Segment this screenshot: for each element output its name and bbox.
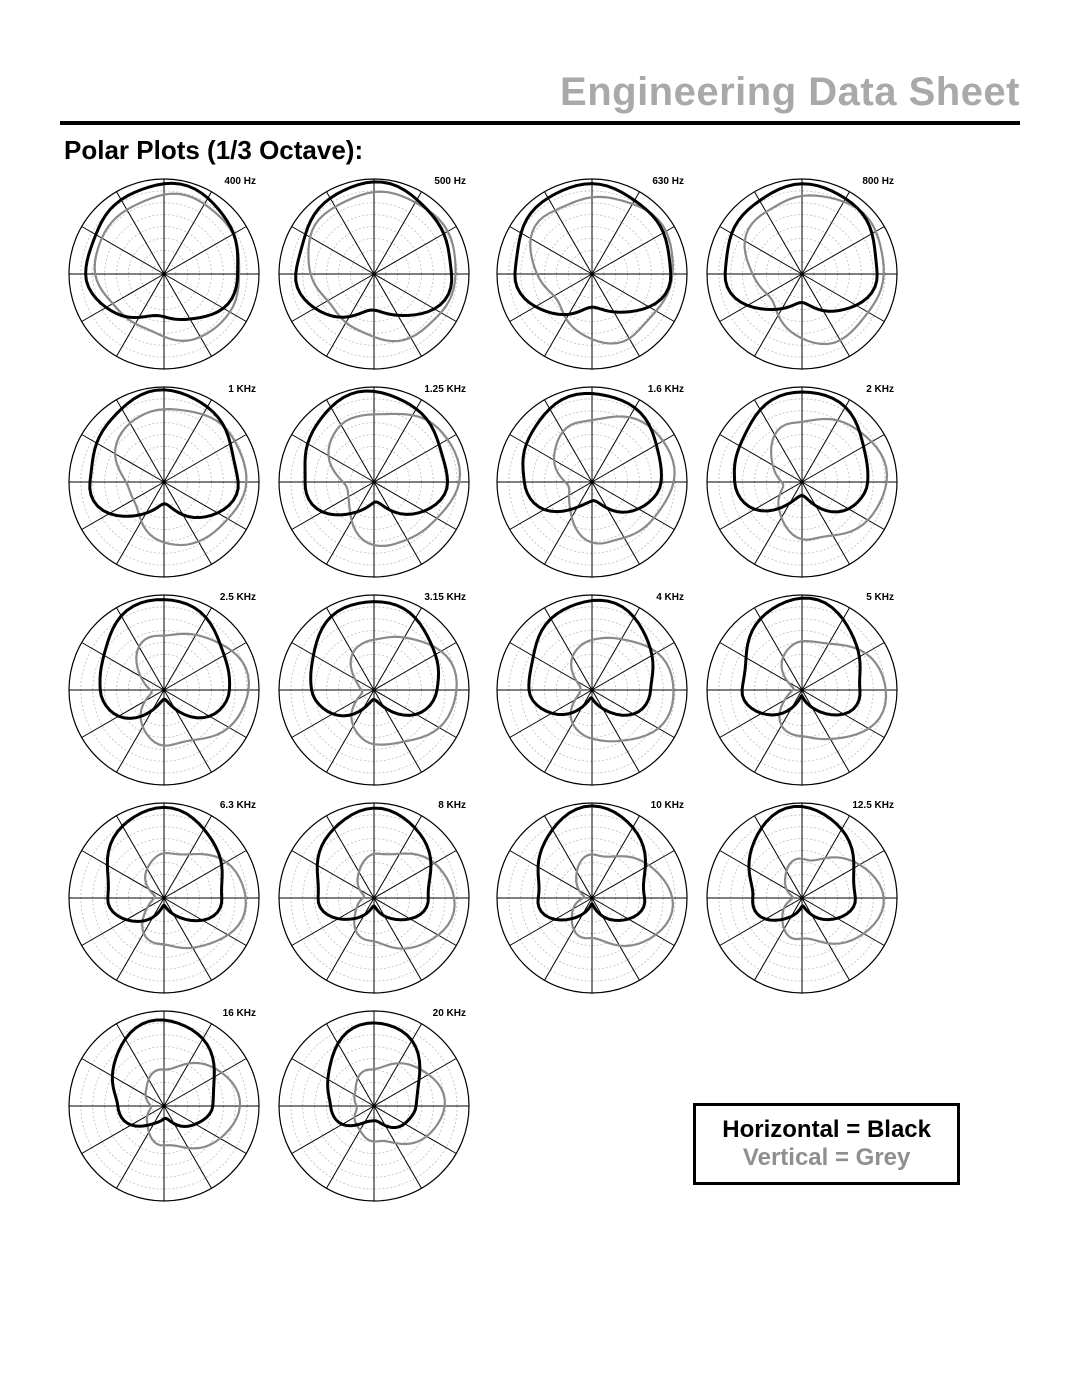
polar-plot [702, 174, 902, 374]
polar-plot-wrap: 400 Hz [64, 174, 264, 374]
polar-plot-wrap: 5 KHz [702, 590, 902, 790]
polar-plot-wrap: 1 KHz [64, 382, 264, 582]
series-vertical [745, 195, 884, 344]
polar-plot-label: 800 Hz [862, 176, 894, 187]
polar-plot-wrap: 10 KHz [492, 798, 692, 998]
polar-plot [702, 798, 902, 998]
polar-pair: 6.3 KHz 8 KHz [64, 798, 474, 998]
series-vertical [771, 419, 887, 540]
polar-plot-label: 2.5 KHz [220, 592, 256, 603]
series-horizontal [100, 600, 230, 719]
polar-row: 6.3 KHz 8 KHz 10 KHz 12.5 KHz [64, 798, 1020, 998]
polar-plot-label: 8 KHz [438, 800, 466, 811]
polar-plot-wrap: 4 KHz [492, 590, 692, 790]
series-horizontal [725, 184, 877, 311]
polar-plot-wrap: 8 KHz [274, 798, 474, 998]
polar-plot [702, 382, 902, 582]
polar-plot [274, 1006, 474, 1206]
polar-plot-wrap: 2.5 KHz [64, 590, 264, 790]
polar-pair: 10 KHz 12.5 KHz [492, 798, 902, 998]
polar-plot-label: 500 Hz [434, 176, 466, 187]
polar-plot-wrap: 800 Hz [702, 174, 902, 374]
polar-plot-wrap: 12.5 KHz [702, 798, 902, 998]
series-horizontal [742, 598, 860, 715]
section-title: Polar Plots (1/3 Octave): [64, 135, 1020, 166]
polar-plot-label: 630 Hz [652, 176, 684, 187]
polar-plot [274, 382, 474, 582]
polar-plot [492, 382, 692, 582]
polar-plot-label: 12.5 KHz [852, 800, 894, 811]
polar-plot [492, 590, 692, 790]
polar-plot-label: 6.3 KHz [220, 800, 256, 811]
polar-plot-label: 20 KHz [433, 1008, 466, 1019]
header-title: Engineering Data Sheet [60, 70, 1020, 115]
polar-plot-wrap: 20 KHz [274, 1006, 474, 1206]
polar-row: 2.5 KHz 3.15 KHz 4 KHz 5 KHz [64, 590, 1020, 790]
polar-pair: 1 KHz 1.25 KHz [64, 382, 474, 582]
polar-pair: 1.6 KHz 2 KHz [492, 382, 902, 582]
polar-row: 1 KHz 1.25 KHz 1.6 KHz 2 KHz [64, 382, 1020, 582]
page: Engineering Data Sheet Polar Plots (1/3 … [0, 0, 1080, 1397]
polar-pair: 400 Hz 500 Hz [64, 174, 474, 374]
header-rule [60, 121, 1020, 125]
polar-plot-label: 1 KHz [228, 384, 256, 395]
series-horizontal [311, 602, 439, 716]
polar-pair: 4 KHz 5 KHz [492, 590, 902, 790]
polar-plot-label: 1.25 KHz [424, 384, 466, 395]
polar-plot [702, 590, 902, 790]
series-vertical [554, 416, 675, 543]
polar-plot-label: 4 KHz [656, 592, 684, 603]
polar-plot-wrap: 2 KHz [702, 382, 902, 582]
polar-plot [274, 174, 474, 374]
polar-plot-wrap: 500 Hz [274, 174, 474, 374]
polar-plot-wrap: 6.3 KHz [64, 798, 264, 998]
polar-pair: 16 KHz 20 KHz [64, 1006, 474, 1206]
polar-plot [492, 174, 692, 374]
polar-plot-wrap: 1.25 KHz [274, 382, 474, 582]
polar-plot [64, 382, 264, 582]
polar-plot-label: 400 Hz [224, 176, 256, 187]
series-horizontal [107, 807, 222, 921]
polar-plot-label: 2 KHz [866, 384, 894, 395]
polar-plot-wrap: 630 Hz [492, 174, 692, 374]
legend-line-vertical: Vertical = Grey [722, 1144, 931, 1172]
series-horizontal [305, 391, 448, 515]
polar-plot [64, 174, 264, 374]
polar-plot-wrap: 16 KHz [64, 1006, 264, 1206]
series-vertical [142, 853, 246, 948]
polar-plot-label: 3.15 KHz [424, 592, 466, 603]
polar-pair: 2.5 KHz 3.15 KHz [64, 590, 474, 790]
polar-plot-label: 16 KHz [223, 1008, 256, 1019]
legend-box: Horizontal = Black Vertical = Grey [693, 1103, 960, 1185]
polar-pair: 630 Hz 800 Hz [492, 174, 902, 374]
series-vertical [354, 1063, 444, 1144]
series-vertical [308, 192, 455, 342]
polar-plot-wrap: 1.6 KHz [492, 382, 692, 582]
polar-plot [492, 798, 692, 998]
polar-plot [274, 798, 474, 998]
polar-plot-wrap: 3.15 KHz [274, 590, 474, 790]
series-horizontal [529, 600, 653, 715]
polar-plot [274, 590, 474, 790]
polar-plot [64, 590, 264, 790]
polar-plot [64, 798, 264, 998]
legend-line-horizontal: Horizontal = Black [722, 1116, 931, 1144]
series-vertical [572, 854, 673, 946]
polar-plot [64, 1006, 264, 1206]
polar-row: 400 Hz 500 Hz 630 Hz 800 Hz [64, 174, 1020, 374]
polar-plot-label: 10 KHz [651, 800, 684, 811]
polar-plot-label: 5 KHz [866, 592, 894, 603]
polar-grid: 400 Hz 500 Hz 630 Hz 800 Hz 1 KHz 1.25 KHz 1.6… [60, 174, 1020, 1206]
polar-plot-label: 1.6 KHz [648, 384, 684, 395]
